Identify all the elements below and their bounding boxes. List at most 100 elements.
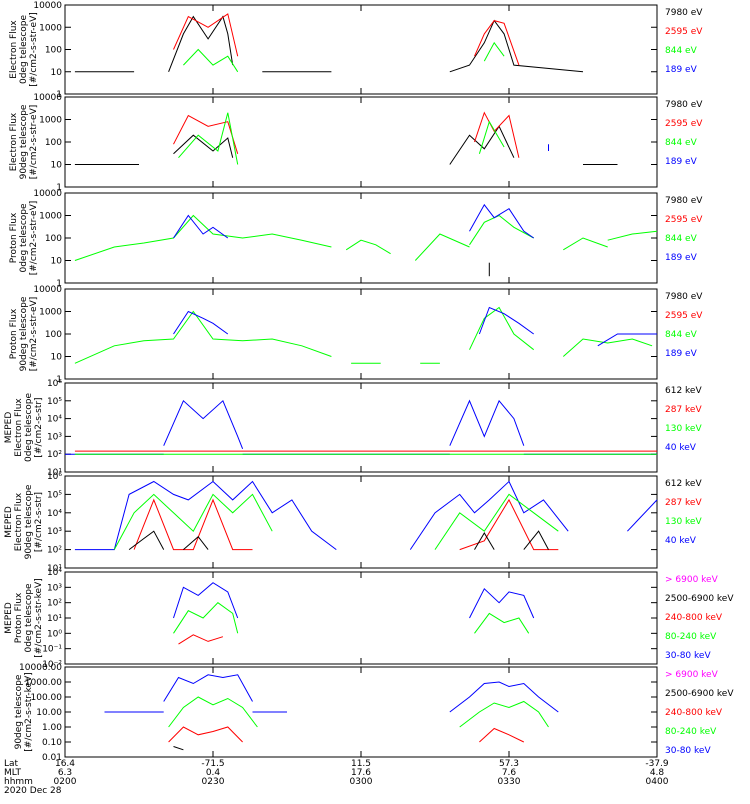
panel-5-series-1-segment [449, 399, 525, 446]
panel-4-y-axis-label: [#/cm2-s-str-eV] [29, 297, 39, 372]
panel-6-series-1-segment [74, 480, 337, 551]
panel-6-y-axis-label: 90deg telescope [24, 484, 34, 559]
legend-entry: 287 keV [665, 498, 702, 508]
panel-3-series-1-segment [607, 230, 658, 241]
y-tick-label: 1.00 [42, 723, 62, 733]
x-tick-lat-label: 57.3 [499, 759, 519, 769]
panel-1-frame [64, 4, 658, 95]
panel-1-series-1-segment [168, 15, 234, 72]
panel-1-y-axis-label: [#/cm2-s-str-eV] [29, 12, 39, 87]
y-tick-label: 10¹ [47, 564, 62, 574]
x-tick-hhmm-label: 0400 [646, 777, 669, 787]
panel-2-series-1-segment [173, 134, 234, 158]
y-tick-label: 10² [47, 450, 62, 460]
panel-6-series-1-segment [627, 499, 658, 532]
legend-entry: 7980 eV [665, 100, 703, 110]
y-tick-label: 10⁻² [42, 660, 62, 670]
y-tick-label: 10000 [33, 93, 62, 103]
legend-entry: 40 keV [665, 536, 697, 546]
x-tick-mlt-label: 17.6 [351, 768, 371, 778]
panel-8-series-2-segment [459, 700, 549, 728]
y-tick-label: 10⁴ [47, 509, 62, 519]
panel-2-series-3-segment [178, 112, 239, 165]
panel-2-series-1-segment [449, 125, 515, 165]
y-tick-label: 10³ [47, 432, 62, 442]
panel-8-series-2-segment [168, 696, 258, 728]
panel-4-frame [64, 288, 658, 380]
x-tick-lat-label: 16.4 [55, 759, 75, 769]
panel-1-series-3-segment [483, 41, 505, 62]
panel-3-series-1-segment [563, 237, 608, 251]
panel-2-frame [64, 96, 658, 188]
panel-7-series-1-segment [469, 587, 535, 619]
panel-2-y-axis-label: Electron Flux [9, 112, 19, 171]
x-tick-hhmm-label: 0300 [350, 777, 373, 787]
legend-entry: 130 keV [665, 424, 702, 434]
y-tick-label: 10⁵ [47, 490, 62, 500]
x-tick-lat-label: -37.9 [645, 759, 669, 769]
panel-2-y-axis-label: [#/cm2-s-str-eV] [29, 105, 39, 180]
panel-2-series-3-segment [478, 120, 505, 154]
legend-entry: 287 keV [665, 405, 702, 415]
y-tick-label: 1000.00 [25, 678, 62, 688]
x-tick-hhmm-label: 0330 [498, 777, 521, 787]
panel-2-series-2-segment [474, 111, 520, 158]
legend-entry: 189 eV [665, 349, 698, 359]
y-tick-label: 1000 [39, 212, 62, 222]
panel-6-y-axis-label: Electron Flux [14, 492, 24, 551]
x-tick-mlt-label: 0.4 [206, 768, 221, 778]
legend-entry: 2595 eV [665, 215, 703, 225]
legend-entry: 80-240 keV [665, 727, 717, 737]
y-tick-label: 100.00 [31, 693, 63, 703]
legend-entry: 612 keV [665, 386, 702, 396]
panel-8-y-axis-label: [#/cm2-s-str-keV] [24, 672, 34, 751]
legend-entry: 844 eV [665, 46, 698, 56]
legend-entry: 844 eV [665, 138, 698, 148]
panel-3-series-1-segment [414, 233, 470, 261]
panel-6-series-3-segment [434, 493, 559, 550]
y-tick-label: 1 [56, 183, 62, 193]
legend-entry: > 6900 keV [665, 670, 719, 680]
panel-5-y-axis-label: MEPED [4, 412, 14, 444]
legend-entry: 189 eV [665, 253, 698, 263]
panel-4-series-1-segment [74, 310, 332, 364]
y-tick-label: 10⁴ [47, 568, 62, 578]
legend-entry: 7980 eV [665, 8, 703, 18]
y-tick-label: 100 [45, 330, 62, 340]
legend-entry: 844 eV [665, 330, 698, 340]
y-tick-label: 1 [56, 375, 62, 385]
y-tick-label: 1 [56, 279, 62, 289]
y-tick-label: 100 [45, 138, 62, 148]
legend-entry: 40 keV [665, 443, 697, 453]
legend-entry: 80-240 keV [665, 632, 717, 642]
panel-6-series-1-segment [409, 480, 569, 550]
panel-7-y-axis-label: MEPED [4, 602, 14, 634]
panel-7-series-2-segment [173, 602, 239, 634]
panel-8-series-1-segment [449, 681, 559, 713]
panel-5-frame [64, 382, 658, 473]
y-tick-label: 1 [56, 90, 62, 100]
panel-3-y-axis-label: 0deg telescope [19, 203, 29, 273]
y-tick-label: 10⁴ [47, 415, 62, 425]
panel-6-series-4-segment [128, 530, 165, 550]
x-tick-hhmm-label: 0200 [54, 777, 77, 787]
y-tick-label: 10.00 [36, 708, 62, 718]
y-tick-label: 100 [45, 46, 62, 56]
panel-1-y-axis-label: Electron Flux [9, 20, 19, 79]
y-tick-label: 10² [47, 546, 62, 556]
panel-6-series-4-segment [183, 535, 209, 550]
panel-1-series-2-segment [173, 13, 239, 57]
x-tick-lat-label: -71.5 [201, 759, 224, 769]
legend-entry: 2500-6900 keV [665, 689, 734, 699]
y-tick-label: 10000 [33, 285, 62, 295]
panel-8-series-3-segment [479, 727, 525, 743]
panel-5-y-axis-label: 0deg telescope [24, 393, 34, 463]
panel-6-series-4-segment [474, 532, 495, 550]
y-tick-label: 10 [51, 257, 63, 267]
y-tick-label: 10 [51, 68, 63, 78]
y-tick-label: 10000 [33, 189, 62, 199]
y-tick-label: 0.10 [42, 738, 62, 748]
y-tick-label: 10¹ [47, 468, 62, 478]
panel-4-series-1-segment [562, 338, 653, 357]
